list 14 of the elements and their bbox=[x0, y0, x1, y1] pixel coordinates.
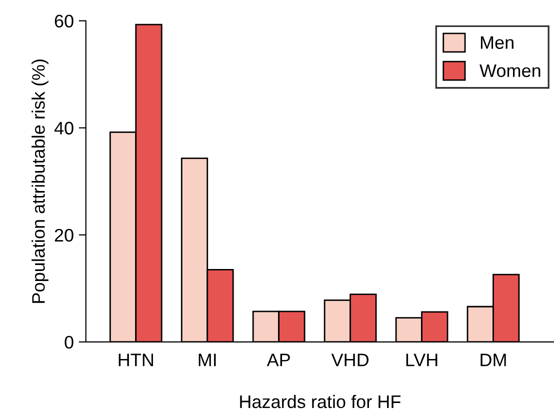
legend-label: Women bbox=[480, 64, 540, 78]
legend-label: Men bbox=[480, 36, 514, 49]
y-tick-label: 0 bbox=[64, 336, 74, 349]
x-tick-label: HTN bbox=[118, 354, 153, 366]
y-tick-label: 40 bbox=[54, 122, 74, 135]
x-tick-label: DM bbox=[480, 354, 506, 366]
x-tick-label: MI bbox=[198, 354, 216, 366]
y-tick-label: 60 bbox=[54, 14, 74, 28]
y-axis-title: Population attributable risk (%) bbox=[32, 60, 48, 303]
x-tick-label: AP bbox=[266, 354, 290, 366]
x-tick-label: LVH bbox=[406, 354, 438, 366]
x-axis-title: Hazards ratio for HF bbox=[240, 394, 400, 408]
x-tick-label: VHD bbox=[331, 354, 369, 366]
y-tick-label: 20 bbox=[54, 228, 74, 242]
